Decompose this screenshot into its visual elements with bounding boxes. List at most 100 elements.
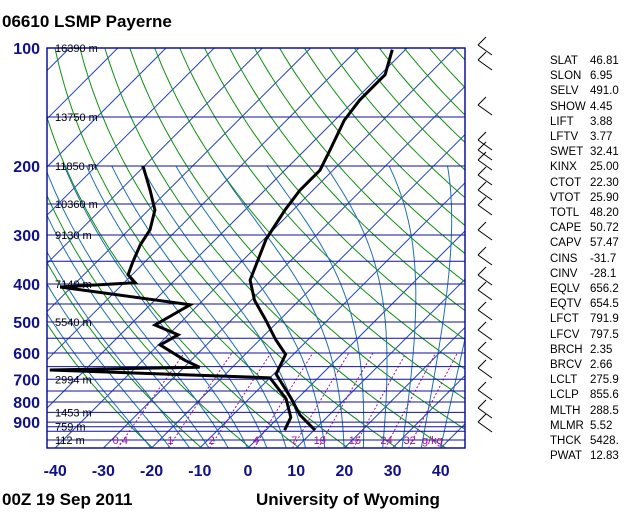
dry-adiabat-line	[279, 48, 465, 255]
moist-adiabat-line	[216, 165, 345, 448]
index-name: SLON	[550, 70, 582, 83]
index-name: BRCH	[550, 343, 583, 356]
pressure-tick-label: 900	[13, 415, 40, 432]
index-row-brch: BRCH 2.35	[550, 344, 612, 356]
wind-barb-staff	[477, 254, 493, 266]
wind-barb	[477, 166, 493, 186]
moist-adiabat-line	[47, 250, 191, 448]
index-row-slat: SLAT 46.81	[550, 55, 619, 67]
moist-adiabat-line	[140, 165, 306, 448]
index-name: EQLV	[550, 283, 580, 295]
wind-barb-feather	[477, 131, 487, 141]
dry-adiabat-line	[47, 261, 203, 448]
moist-adiabat-line	[86, 165, 268, 448]
index-value: 57.47	[590, 237, 619, 250]
index-row-cinv: CINV -28.1	[550, 268, 616, 280]
moist-adiabat-line	[440, 336, 465, 448]
isotherm-line	[344, 326, 465, 448]
temperature-tick-label: -30	[92, 463, 115, 480]
wind-barb-staff	[477, 189, 493, 201]
temperature-tick-label: -10	[188, 463, 211, 480]
pressure-tick-label: 300	[13, 228, 40, 245]
index-value: -31.7	[590, 252, 617, 265]
wind-barb-feather	[477, 221, 487, 231]
index-value: 654.5	[590, 298, 619, 311]
wind-barb-staff	[477, 389, 493, 401]
index-row-lfcv: LFCV 797.5	[550, 329, 619, 341]
height-label: 7140 m	[55, 279, 92, 291]
temperature-tick-label: 20	[336, 463, 354, 480]
wind-barb	[477, 381, 493, 401]
isotherm-line	[295, 278, 465, 448]
isotherm-line	[151, 133, 465, 448]
index-row-lftv: LFTV 3.77	[550, 131, 612, 143]
index-value: 275.9	[590, 374, 619, 387]
index-value: 12.83	[590, 450, 619, 463]
mixing-ratio-line	[167, 352, 233, 448]
moist-adiabat-line	[47, 283, 171, 448]
temperature-tick-label: -40	[44, 463, 67, 480]
wind-barb-feather	[477, 36, 487, 46]
dry-adiabat-line	[179, 48, 465, 370]
wind-barb	[477, 51, 493, 71]
height-label: 9130 m	[55, 230, 92, 242]
index-row-cape: CAPE 50.72	[550, 222, 619, 234]
index-value: 48.20	[590, 207, 619, 219]
index-name: LFCT	[550, 313, 579, 326]
dry-adiabat-line	[104, 48, 447, 448]
temperature-tick-label: 0	[244, 463, 253, 480]
index-row-slon: SLON 6.95	[550, 70, 612, 82]
index-row-capv: CAPV 57.47	[550, 237, 619, 249]
wind-barb-staff	[477, 349, 493, 361]
wind-barb-staff	[477, 59, 493, 71]
index-value: 288.5	[590, 404, 619, 417]
wind-barb	[477, 413, 493, 433]
mixing-ratio-label: 16	[349, 435, 361, 447]
height-label: 11850 m	[55, 161, 97, 173]
wind-barb-feather	[477, 381, 487, 391]
height-label: 759 m	[55, 422, 86, 434]
wind-barb	[477, 341, 493, 361]
temperature-tick-label: 30	[384, 463, 402, 480]
wind-barb-feather	[477, 359, 487, 369]
wind-barb-feather	[477, 196, 487, 206]
isotherm-line	[47, 48, 263, 265]
dry-adiabat-line	[79, 48, 398, 448]
index-row-totl: TOTL 48.20	[550, 207, 619, 219]
wind-barb-staff	[477, 204, 493, 216]
index-name: BRCV	[550, 359, 582, 371]
mixing-ratio-line	[352, 352, 407, 448]
wind-barb-feather	[477, 51, 487, 61]
plot-border	[46, 47, 466, 449]
index-row-eqlv: EQLV 656.2	[550, 283, 619, 295]
moist-adiabat-line	[420, 165, 453, 448]
index-row-vtot: VTOT 25.90	[550, 192, 619, 204]
wind-barb-staff	[477, 289, 493, 301]
dry-adiabat-line	[54, 48, 349, 448]
source-label: University of Wyoming	[256, 490, 440, 509]
dry-adiabat-line	[229, 48, 465, 312]
index-name: MLTH	[550, 404, 581, 417]
index-value: 2.35	[590, 343, 613, 356]
index-value: 25.90	[590, 191, 619, 204]
index-value: 46.81	[590, 55, 619, 67]
wind-barb-staff	[477, 174, 493, 186]
index-name: SELV	[550, 85, 579, 98]
mixing-ratio-line	[208, 352, 272, 448]
index-name: THCK	[550, 435, 582, 447]
isotherm-line	[199, 182, 465, 448]
wind-barb-staff	[477, 407, 493, 419]
index-value: 797.5	[590, 328, 619, 341]
dry-adiabat-line	[204, 48, 465, 341]
height-label: 13750 m	[55, 112, 98, 124]
height-label: 112 m	[55, 435, 85, 447]
wind-barb	[477, 36, 493, 56]
isotherm-line	[247, 230, 465, 448]
moist-adiabat-line	[388, 165, 417, 448]
index-name: KINX	[550, 161, 577, 174]
dewpoint-profile	[49, 165, 293, 431]
index-name: LCLP	[550, 389, 579, 402]
dry-adiabat-line	[154, 48, 465, 400]
index-row-kinx: KINX 25.00	[550, 161, 619, 173]
